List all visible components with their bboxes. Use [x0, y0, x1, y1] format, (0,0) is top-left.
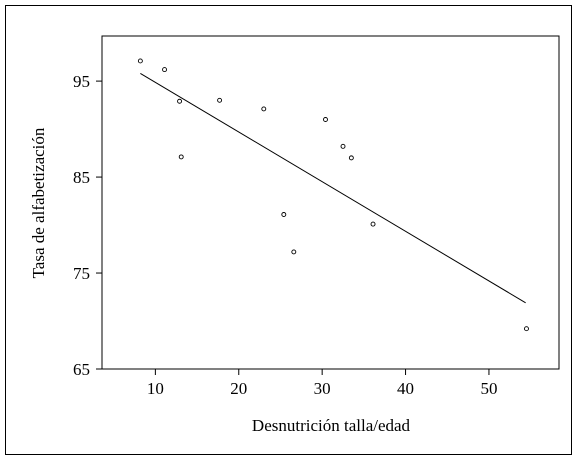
x-axis-ticks: [154, 369, 490, 375]
x-tick-label: 50: [480, 379, 497, 398]
outer-border: [5, 5, 572, 455]
data-point: [524, 326, 529, 332]
x-tick-label: 30: [314, 379, 331, 398]
data-point: [291, 249, 297, 255]
y-tick-label: 75: [73, 264, 90, 283]
plot-area: [101, 35, 560, 370]
y-axis-ticks: [96, 80, 102, 370]
data-point: [177, 98, 183, 104]
y-tick-label: 65: [73, 360, 90, 379]
data-point: [348, 155, 354, 161]
y-tick-label: 85: [73, 168, 90, 187]
data-point: [261, 106, 267, 112]
data-point: [178, 154, 184, 160]
y-axis-label: Tasa de alfabetización: [29, 127, 48, 278]
data-point: [370, 221, 376, 227]
data-point: [162, 67, 167, 73]
data-point: [281, 212, 287, 217]
x-tick-label: 10: [147, 379, 164, 398]
x-axis-tick-labels: 10 20 30 40 50: [147, 379, 498, 398]
y-tick-label: 95: [73, 72, 90, 91]
data-point: [217, 97, 223, 103]
data-point: [137, 58, 143, 64]
data-point: [340, 143, 346, 149]
x-tick-label: 40: [397, 379, 414, 398]
x-axis-label: Desnutrición talla/edad: [252, 416, 411, 435]
scatter-points: [137, 58, 529, 332]
x-tick-label: 20: [230, 379, 247, 398]
y-axis-tick-labels: 65 75 85 95: [73, 72, 90, 379]
data-point: [323, 117, 328, 122]
regression-line: [140, 72, 526, 304]
